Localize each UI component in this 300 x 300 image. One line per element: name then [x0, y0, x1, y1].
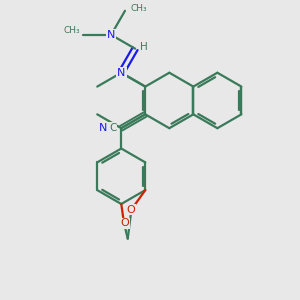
Text: O: O [126, 205, 135, 214]
Text: O: O [121, 218, 129, 228]
Text: N: N [117, 68, 125, 78]
Text: H: H [140, 42, 148, 52]
Text: N: N [99, 123, 107, 133]
Text: O: O [117, 68, 126, 78]
Text: C: C [109, 123, 116, 133]
Text: CH₃: CH₃ [131, 4, 148, 13]
Text: N: N [107, 30, 115, 40]
Text: CH₃: CH₃ [64, 26, 80, 35]
